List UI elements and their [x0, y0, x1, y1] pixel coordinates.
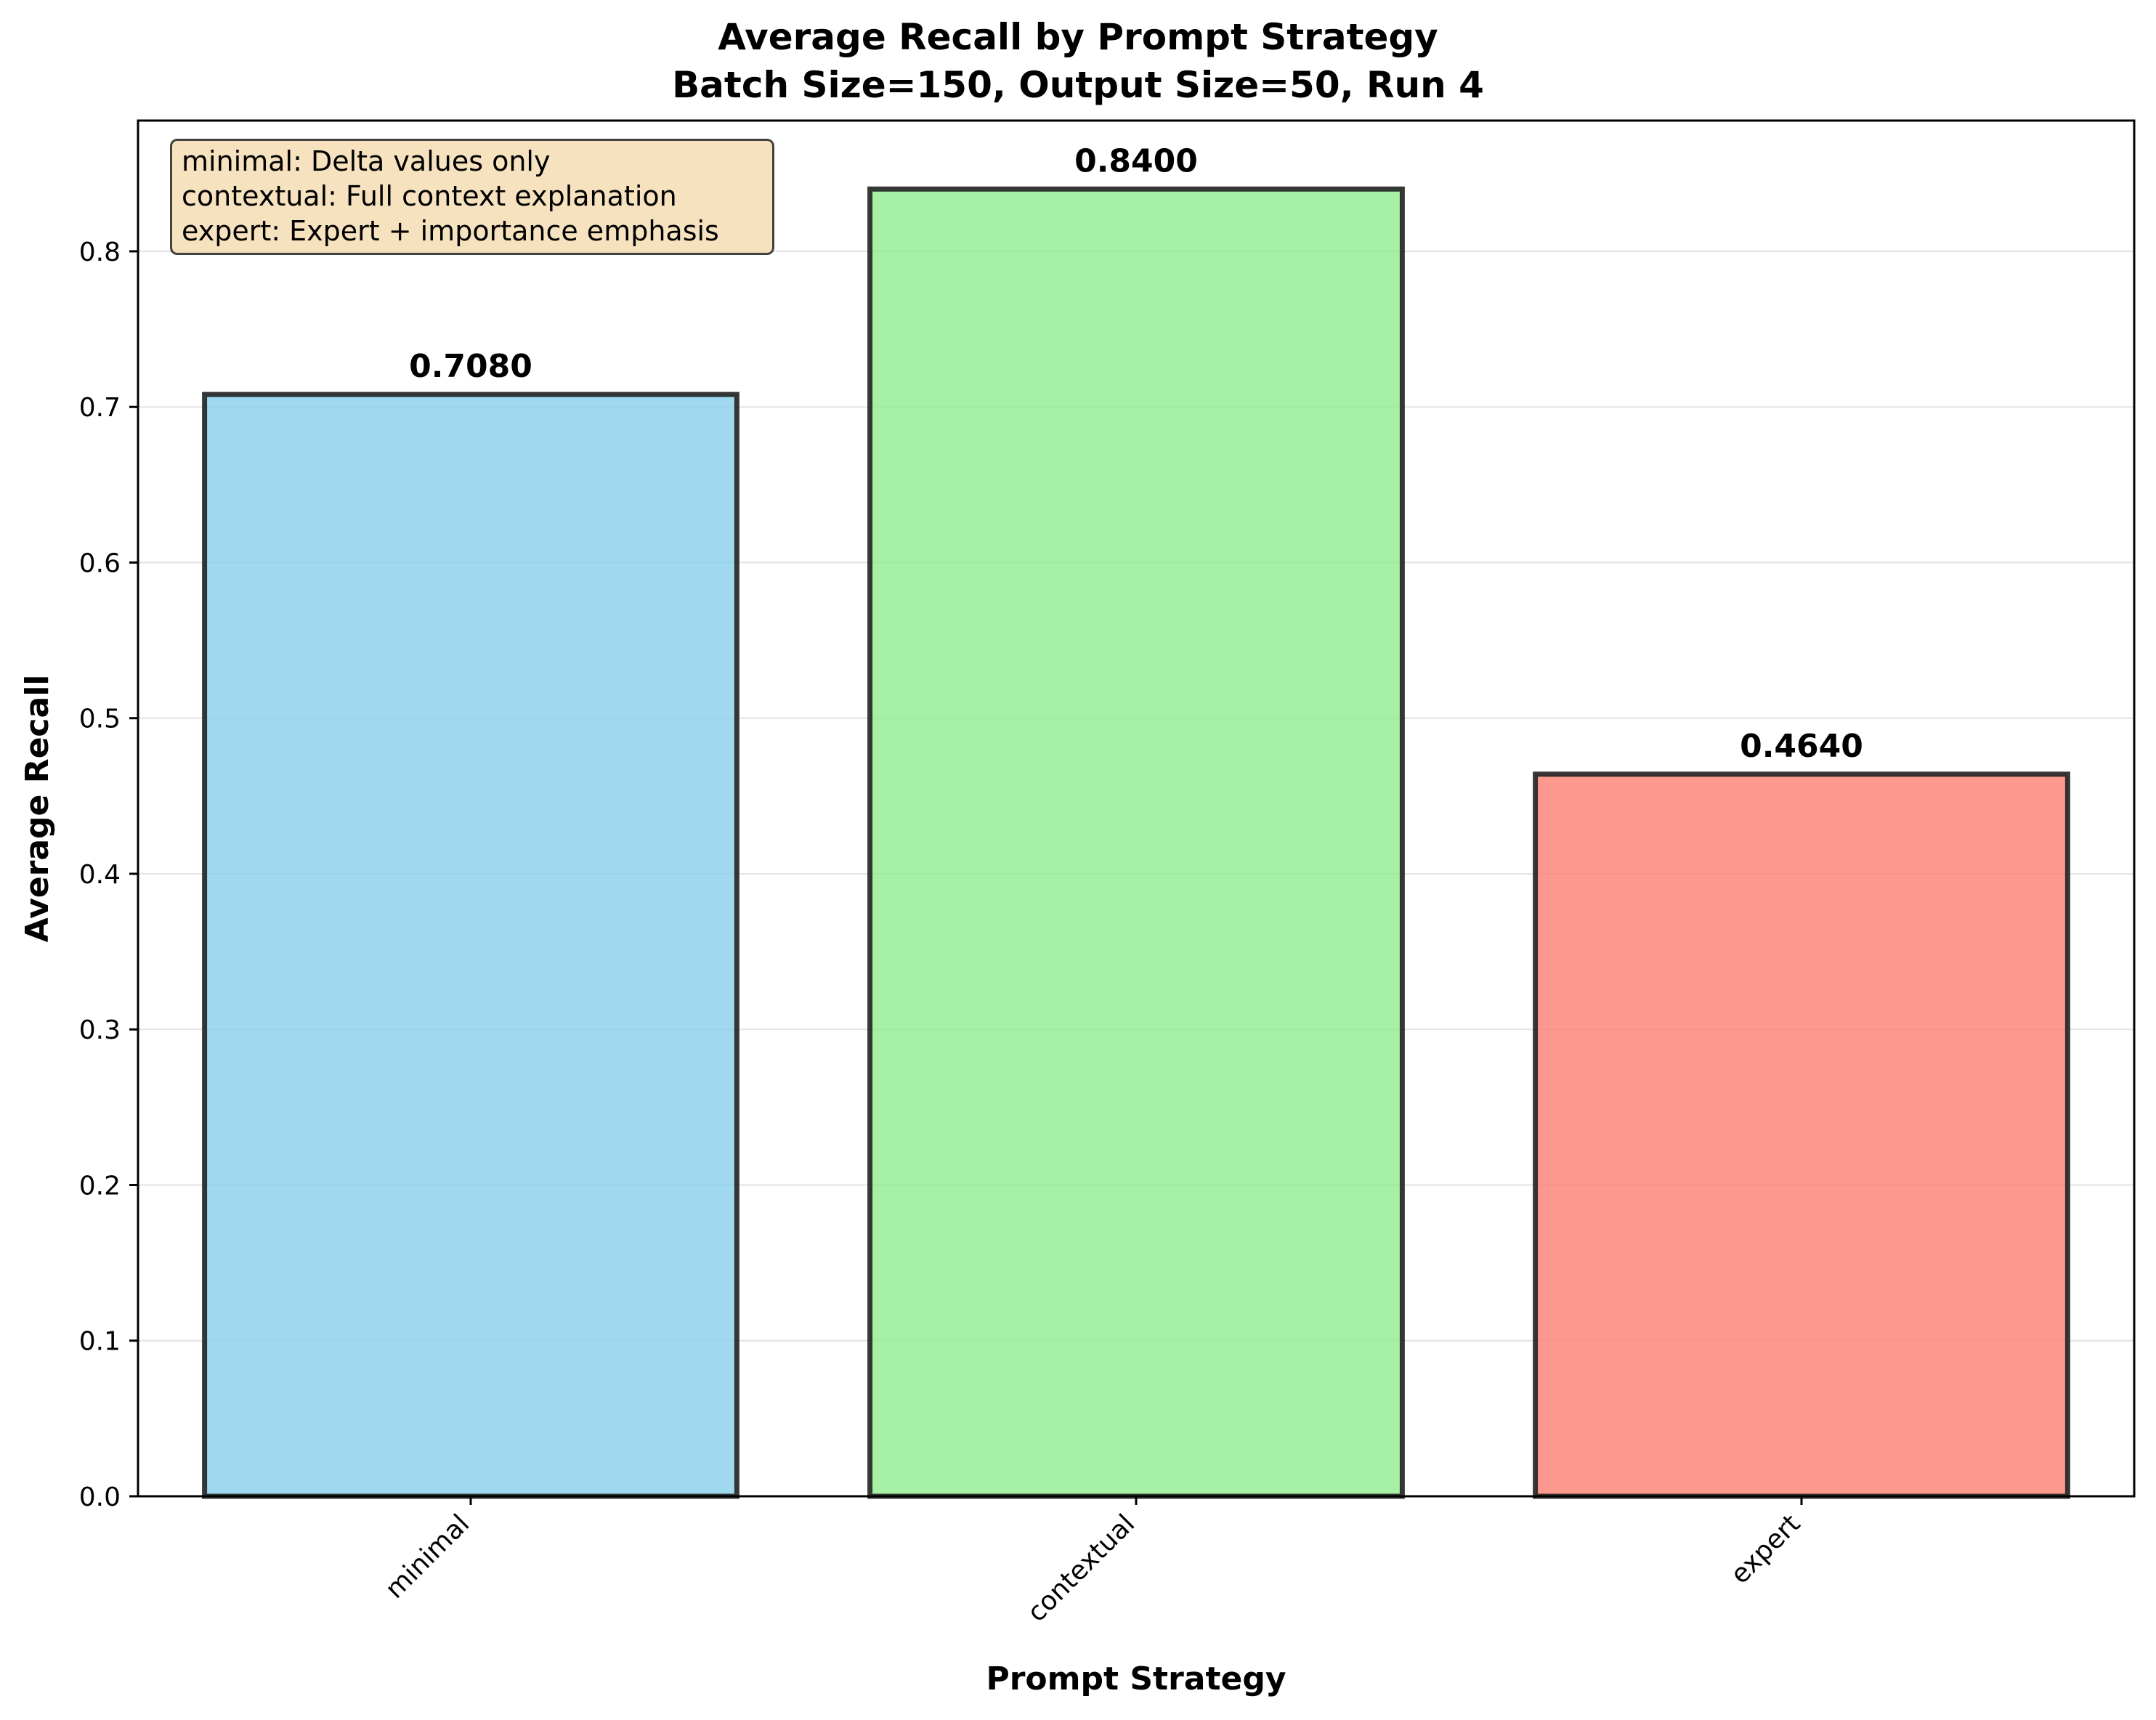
- annotation-line-minimal: minimal: Delta values only: [182, 145, 551, 177]
- y-tick-label-5: 0.5: [79, 705, 121, 734]
- x-tick-label-minimal: minimal: [380, 1509, 476, 1605]
- bar-contextual: [867, 186, 1405, 1499]
- y-tick-label-3: 0.3: [79, 1015, 121, 1045]
- y-tick-label-1: 0.1: [79, 1327, 121, 1357]
- annotation-box: [170, 139, 774, 255]
- x-tick-label-expert: expert: [1725, 1509, 1807, 1590]
- y-tick-label-0: 0.0: [79, 1482, 121, 1512]
- x-tick-label-contextual: contextual: [1022, 1509, 1141, 1628]
- bar-value-label-minimal: 0.7080: [409, 348, 532, 385]
- y-tick-label-6: 0.6: [79, 548, 121, 578]
- x-axis-label: Prompt Strategy: [986, 1660, 1286, 1697]
- annotation-line-contextual: contextual: Full context explanation: [182, 180, 677, 212]
- bar-expert: [1533, 771, 2070, 1499]
- bar-value-label-expert: 0.4640: [1740, 728, 1863, 765]
- y-tick-label-2: 0.2: [79, 1171, 121, 1201]
- bar-minimal: [202, 392, 739, 1499]
- chart-title-line-2: Batch Size=150, Output Size=50, Run 4: [672, 64, 1484, 106]
- y-tick-label-4: 0.4: [79, 860, 121, 890]
- chart-title-line-1: Average Recall by Prompt Strategy: [718, 16, 1438, 58]
- y-tick-label-7: 0.7: [79, 393, 121, 423]
- annotation-line-expert: expert: Expert + importance emphasis: [182, 215, 719, 247]
- bar-value-label-contextual: 0.8400: [1074, 142, 1198, 179]
- y-tick-label-8: 0.8: [79, 238, 121, 267]
- y-axis-label: Average Recall: [19, 675, 56, 943]
